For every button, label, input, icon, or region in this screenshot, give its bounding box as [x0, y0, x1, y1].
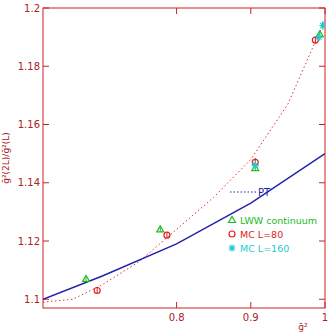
- y-tick: [43, 124, 49, 125]
- chart: 0.8 0.9 1 1.1 1.12 1.14 1.16 1.18 1.2 ḡ² ḡ²(2L)/ḡ²…: [0, 0, 335, 333]
- y-tick: [319, 124, 325, 125]
- x-tick: [250, 8, 251, 14]
- data-point: [83, 275, 90, 281]
- y-tick-label: 1.12: [18, 236, 40, 247]
- data-point: [94, 288, 100, 294]
- series-line: [43, 154, 325, 300]
- legend-swatch: [230, 192, 256, 193]
- y-tick: [43, 241, 49, 242]
- legend-swatch: [229, 245, 236, 252]
- data-point: [319, 22, 325, 29]
- y-tick: [319, 182, 325, 183]
- data-point: [164, 232, 170, 238]
- y-tick: [43, 66, 49, 67]
- plot-area: [43, 20, 325, 303]
- plot-frame: [43, 8, 325, 308]
- y-tick-label: 1.2: [24, 3, 40, 14]
- legend-label: MC L=160: [240, 243, 289, 254]
- error-bar: [97, 288, 98, 294]
- error-bar: [160, 227, 161, 232]
- y-tick-label: 1.14: [18, 177, 40, 188]
- x-tick: [176, 302, 177, 308]
- y-axis-label: ḡ²(2L)/ḡ²(L): [1, 132, 11, 183]
- legend-label: PT: [258, 187, 271, 198]
- x-tick: [250, 302, 251, 308]
- error-bar: [166, 232, 167, 238]
- x-axis-label: ḡ²: [298, 322, 308, 332]
- legend-label: LWW continuum: [240, 215, 317, 226]
- x-tick: [176, 8, 177, 14]
- y-tick-label: 1.16: [18, 119, 40, 130]
- legend-swatch: [229, 231, 235, 237]
- y-tick: [319, 66, 325, 67]
- data-point: [157, 226, 164, 232]
- legend-label: MC L=80: [240, 229, 283, 240]
- y-tick: [43, 182, 49, 183]
- y-tick-label: 1.1: [24, 294, 40, 305]
- data-point: [252, 162, 259, 169]
- y-tick: [319, 241, 325, 242]
- x-tick-label: 0.8: [169, 312, 185, 323]
- data-point: [316, 34, 323, 41]
- legend-swatch: [229, 217, 236, 223]
- y-tick: [319, 299, 325, 300]
- series-line: [43, 20, 325, 303]
- y-tick-label: 1.18: [18, 61, 40, 72]
- x-tick-label: 0.9: [243, 312, 259, 323]
- x-tick-label: 1: [322, 312, 328, 323]
- error-bar: [86, 277, 87, 282]
